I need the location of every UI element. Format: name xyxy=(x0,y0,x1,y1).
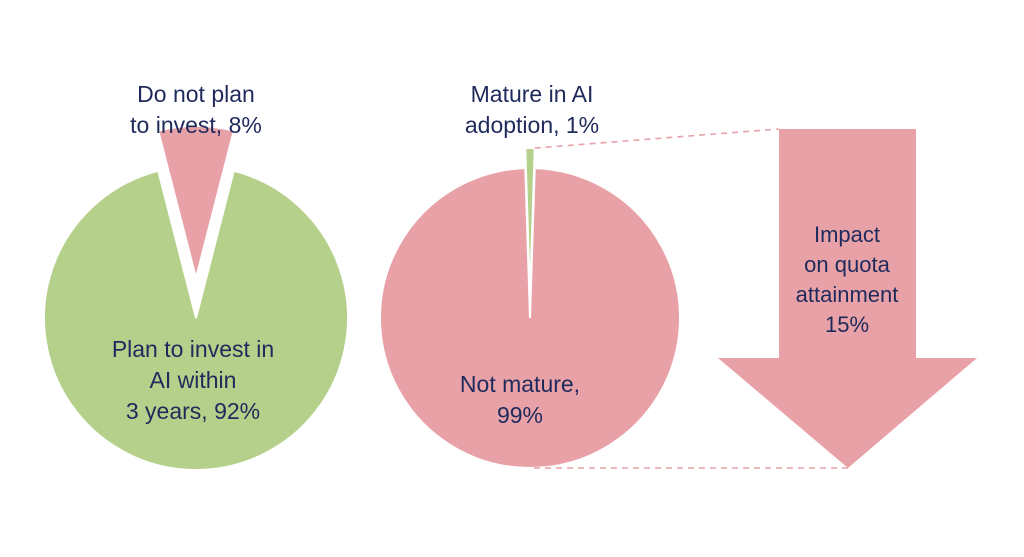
slice-do-not-plan-label: Do not plan to invest, 8% xyxy=(130,81,262,138)
slice-do-not-plan-label-line: to invest, 8% xyxy=(130,112,262,138)
connector-lines xyxy=(534,128,848,469)
arrow-label-line: 15% xyxy=(825,312,869,337)
slice-plan-to-invest-label-line: AI within xyxy=(150,367,237,393)
slice-mature xyxy=(524,147,536,299)
arrow-label-line: attainment xyxy=(796,282,899,307)
slice-not-mature-label-line: 99% xyxy=(497,402,543,428)
slice-not-mature-label: Not mature, 99% xyxy=(460,371,580,428)
pie-chart-ai-maturity: Not mature, 99% Mature in AI adoption, 1% xyxy=(379,81,681,469)
slice-do-not-plan-label-line: Do not plan xyxy=(137,81,255,107)
arrow-label-line: on quota xyxy=(804,252,890,277)
slice-plan-to-invest xyxy=(43,169,349,471)
pie-chart-invest-plans: Plan to invest in AI within 3 years, 92% Do… xyxy=(43,81,349,471)
slice-do-not-plan xyxy=(156,125,236,279)
slice-not-mature xyxy=(379,167,681,469)
slice-mature-label-line: adoption, 1% xyxy=(465,112,599,138)
slice-mature-label-line: Mature in AI xyxy=(471,81,594,107)
slice-not-mature-label-line: Not mature, xyxy=(460,371,580,397)
connector-top xyxy=(534,128,780,149)
arrow-shape xyxy=(718,129,977,468)
slice-plan-to-invest-label-line: Plan to invest in xyxy=(112,336,274,362)
slice-mature-label: Mature in AI adoption, 1% xyxy=(465,81,599,138)
arrow-label-line: Impact xyxy=(814,222,880,247)
arrow-label: Impact on quota attainment 15% xyxy=(796,222,899,337)
down-arrow-icon: Impact on quota attainment 15% xyxy=(718,129,977,468)
slice-plan-to-invest-label: Plan to invest in AI within 3 years, 92% xyxy=(112,336,274,424)
slice-plan-to-invest-label-line: 3 years, 92% xyxy=(126,398,260,424)
